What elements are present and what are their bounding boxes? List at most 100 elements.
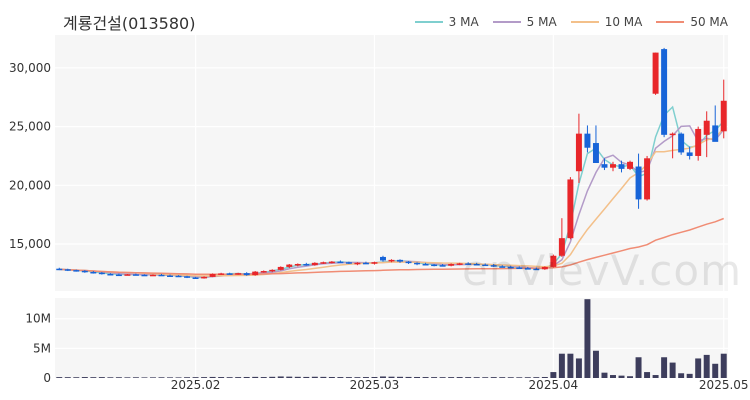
candle (141, 274, 148, 277)
candle (507, 265, 514, 269)
volume-bar (90, 377, 97, 378)
volume-bar (507, 377, 514, 378)
candle-body (345, 262, 352, 264)
volume-bar (107, 377, 114, 378)
volume-bar (175, 377, 182, 378)
candle-body (218, 273, 225, 275)
candle-body (414, 262, 421, 265)
candle (218, 272, 225, 275)
candle-body (64, 269, 71, 271)
volume-bar (448, 377, 455, 378)
candle (90, 271, 97, 274)
candle-body (490, 265, 497, 267)
candle-body (567, 179, 574, 239)
candle-body (235, 273, 242, 275)
candle (712, 105, 719, 142)
candle (209, 273, 216, 278)
x-tick-label: 2025.02 (171, 378, 221, 392)
volume-bar (703, 354, 710, 378)
volume-bar (269, 376, 276, 378)
candle (524, 266, 531, 270)
candle-body (678, 133, 685, 153)
volume-bar (286, 376, 293, 378)
volume-bar (652, 375, 659, 378)
candle-body (465, 263, 472, 265)
price-tick-label: 20,000 (9, 178, 51, 192)
volume-bar (439, 377, 446, 378)
candle (184, 275, 191, 279)
volume-bar (397, 376, 404, 378)
volume-bar (149, 377, 156, 378)
volume-bar (132, 377, 139, 378)
volume-bar (601, 372, 608, 378)
legend-label-10ma: 10 MA (604, 15, 643, 29)
volume-bar (345, 377, 352, 378)
price-axis-labels: 15,000 20,000 25,000 30,000 (9, 61, 51, 251)
candle-body (558, 238, 565, 256)
candle (379, 255, 386, 262)
volume-bar (362, 377, 369, 378)
candle-body (107, 273, 114, 276)
volume-bar (252, 376, 259, 378)
candle (499, 265, 506, 268)
volume-bar (328, 376, 335, 378)
volume-bar (678, 373, 685, 378)
candle-body (209, 273, 216, 277)
candle-body (439, 265, 446, 267)
legend-item-10ma: 10 MA (570, 15, 643, 29)
volume-bar (482, 377, 489, 378)
candle (269, 269, 276, 273)
candle-body (635, 166, 642, 200)
candle (448, 263, 455, 267)
candle (550, 254, 557, 268)
volume-axis-labels: 0 5M 10M (25, 312, 51, 385)
volume-bar (354, 377, 361, 378)
candle-body (337, 261, 344, 264)
volume-bar (124, 377, 131, 378)
candle-body (524, 268, 531, 270)
volume-bar (201, 377, 208, 378)
candle-body (260, 271, 267, 273)
volume-bar (661, 357, 668, 378)
candle (354, 262, 361, 266)
volume-tick-label: 5M (33, 341, 51, 355)
legend-swatch-50ma (656, 21, 685, 23)
candle-body (184, 276, 191, 278)
candle-body (644, 158, 651, 200)
volume-bar (490, 377, 497, 378)
candle-body (431, 264, 438, 267)
candle-body (550, 255, 557, 267)
volume-bar (456, 377, 463, 378)
legend-item-5ma: 5 MA (492, 15, 557, 29)
volume-bar (618, 375, 625, 378)
candle-body (175, 275, 182, 278)
candle-body (533, 268, 540, 271)
candle (56, 267, 63, 271)
candle-body (56, 268, 63, 271)
volume-bar (277, 376, 284, 378)
volume-bar (627, 376, 634, 378)
volume-bar (610, 375, 616, 378)
volume-bar (56, 377, 63, 378)
candle (252, 271, 259, 276)
candle-body (73, 270, 80, 272)
price-panel (55, 35, 728, 291)
candle (567, 177, 574, 240)
candle-body (575, 133, 582, 172)
candle (397, 259, 404, 263)
candle (337, 260, 344, 264)
candle (320, 261, 327, 264)
x-tick-label: 2025.03 (350, 378, 400, 392)
candle (286, 263, 293, 269)
candle-body (371, 262, 378, 264)
candle (558, 218, 565, 257)
volume-bar (516, 377, 523, 378)
volume-bar (533, 377, 540, 378)
candle (388, 259, 395, 263)
candle (235, 272, 242, 275)
candle (592, 125, 599, 163)
volume-bar (388, 376, 395, 378)
candle (661, 47, 668, 138)
candle (167, 274, 173, 277)
candle (81, 270, 88, 273)
